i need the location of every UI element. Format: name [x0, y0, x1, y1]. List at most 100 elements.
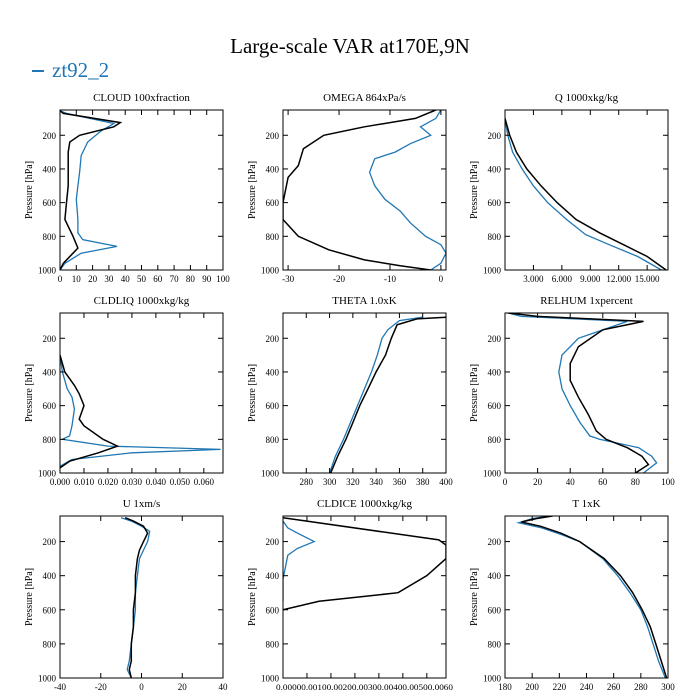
y-tick-label: 600	[43, 401, 57, 411]
y-tick-label: 600	[266, 401, 280, 411]
y-tick-label: 400	[266, 571, 280, 581]
x-tick-label: 100	[661, 477, 675, 487]
series-line-zt92-2	[516, 516, 666, 678]
x-tick-label: 400	[439, 477, 453, 487]
x-tick-labels-merged: 0.00000.00100.00200.00300.00400.00500.00…	[276, 683, 453, 692]
panel-title: CLDICE 1000xkg/kg	[317, 498, 413, 510]
x-tick-label: 20	[533, 477, 543, 487]
x-tick-label: 340	[369, 477, 383, 487]
x-tick-label: 0	[503, 477, 508, 487]
x-tick-label: 40	[219, 682, 229, 692]
legend-label: zt92_2	[52, 58, 110, 82]
y-tick-label: 200	[266, 537, 280, 547]
y-axis-label: Pressure [hPa]	[469, 568, 480, 626]
y-axis-label: Pressure [hPa]	[469, 364, 480, 422]
panel-4: CLDLIQ 1000xkg/kg Pressure [hPa] 200 400 600…	[24, 295, 224, 487]
x-tick-label: 50	[137, 274, 147, 284]
x-tick-label: 0.040	[146, 477, 167, 487]
y-tick-label: 1000	[261, 674, 280, 684]
legend: zt92_2	[32, 58, 109, 83]
axes-frame	[59, 515, 224, 679]
y-tick-label: 1000	[483, 469, 502, 479]
panel-title: RELHUM 1xpercent	[540, 295, 633, 307]
series-line-reference	[283, 516, 446, 611]
x-tick-label: 10	[72, 274, 82, 284]
x-tick-label: 0	[58, 274, 63, 284]
y-tick-label: 400	[488, 367, 502, 377]
series-line-zt92-2	[505, 118, 662, 270]
x-tick-label: 360	[393, 477, 407, 487]
y-tick-label: 800	[266, 232, 280, 242]
panel-title: THETA 1.0xK	[332, 295, 397, 307]
y-axis-label: Pressure [hPa]	[247, 161, 258, 219]
y-tick-label: 200	[266, 131, 280, 141]
x-tick-label: 40	[566, 477, 576, 487]
x-tick-label: 80	[186, 274, 196, 284]
y-tick-label: 800	[488, 639, 502, 649]
x-tick-label: 0.060	[194, 477, 215, 487]
x-tick-label: 0	[439, 274, 444, 284]
x-tick-label: 320	[346, 477, 360, 487]
x-tick-label: 280	[300, 477, 314, 487]
panel-title: CLOUD 100xfraction	[93, 92, 190, 104]
x-tick-label: 0	[139, 682, 144, 692]
y-tick-label: 600	[266, 198, 280, 208]
x-tick-label: 0.030	[122, 477, 143, 487]
x-tick-label: 40	[121, 274, 131, 284]
y-tick-label: 400	[266, 367, 280, 377]
y-tick-label: 600	[488, 198, 502, 208]
y-tick-label: 1000	[483, 266, 502, 276]
series-line-zt92-2	[368, 110, 446, 270]
axes-frame	[282, 312, 447, 474]
y-tick-label: 1000	[261, 266, 280, 276]
series-line-reference	[60, 354, 120, 469]
axes-frame	[282, 515, 447, 679]
x-tick-label: 260	[607, 682, 621, 692]
panel-title: CLDLIQ 1000xkg/kg	[94, 295, 190, 307]
series-line-reference	[124, 517, 149, 678]
series-line-reference	[283, 110, 437, 270]
x-tick-label: 12.000	[606, 274, 631, 284]
y-tick-label: 200	[488, 537, 502, 547]
series-line-zt92-2	[508, 313, 658, 473]
x-tick-label: 240	[580, 682, 594, 692]
y-tick-label: 1000	[38, 469, 57, 479]
x-tick-label: 300	[323, 477, 337, 487]
x-tick-label: -30	[282, 274, 294, 284]
x-tick-label: -10	[384, 274, 396, 284]
x-tick-label: -40	[54, 682, 66, 692]
x-tick-label: 80	[631, 477, 641, 487]
x-tick-label: 0.020	[98, 477, 119, 487]
x-tick-label: 70	[170, 274, 180, 284]
series-line-zt92-2	[60, 355, 221, 467]
x-tick-label: 90	[202, 274, 212, 284]
figure-title: Large-scale VAR at170E,9N	[230, 34, 470, 58]
y-tick-label: 1000	[38, 266, 57, 276]
y-tick-label: 600	[488, 401, 502, 411]
y-tick-label: 800	[488, 435, 502, 445]
x-tick-label: 6.000	[552, 274, 573, 284]
x-tick-label: 30	[104, 274, 114, 284]
legend-swatch	[32, 70, 44, 73]
x-tick-label: 0.000	[50, 477, 71, 487]
x-tick-label: -20	[333, 274, 345, 284]
axes-frame	[504, 312, 669, 474]
y-tick-label: 600	[266, 605, 280, 615]
y-axis-label: Pressure [hPa]	[24, 161, 35, 219]
series-line-reference	[505, 118, 667, 270]
x-tick-label: 15.000	[635, 274, 660, 284]
y-tick-label: 800	[488, 232, 502, 242]
series-line-zt92-2	[60, 110, 118, 270]
axes-frame	[282, 109, 447, 271]
panel-8: CLDICE 1000xkg/kg Pressure [hPa] 200 400 600…	[247, 498, 453, 692]
y-tick-label: 800	[43, 232, 57, 242]
y-tick-label: 400	[488, 571, 502, 581]
x-tick-label: 20	[88, 274, 98, 284]
axes-frame	[504, 515, 669, 679]
y-tick-label: 200	[266, 334, 280, 344]
x-tick-label: 0.050	[170, 477, 191, 487]
series-line-reference	[521, 516, 668, 678]
